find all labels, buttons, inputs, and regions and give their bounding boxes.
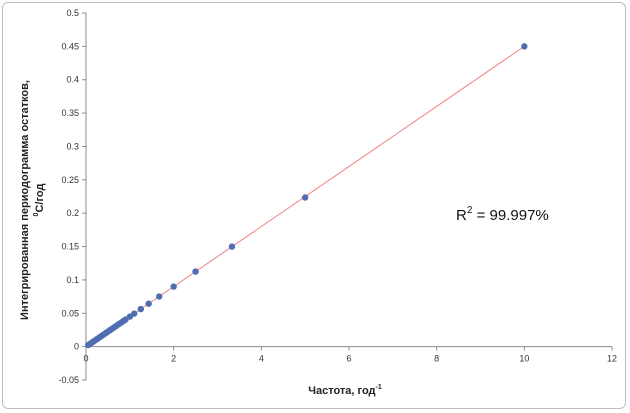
data-point — [156, 293, 163, 300]
y-tick-label: 0.3 — [66, 141, 79, 151]
r-squared-annotation: R2 = 99.997% — [456, 205, 549, 224]
y-axis-title-line2: 0C/год — [33, 184, 46, 217]
data-point — [301, 194, 309, 201]
y-tick-label: 0.35 — [61, 108, 79, 118]
y-tick-label: 0.45 — [61, 41, 79, 51]
tick-labels: -0.05 0 0.05 0.1 0.15 0.2 0.25 0.3 0.35 0.4 0.45 0.… — [58, 8, 617, 385]
y-tick-label: 0.15 — [61, 242, 79, 252]
x-tick-label: 10 — [519, 354, 529, 364]
x-tick-label: 4 — [259, 354, 264, 364]
y-tick-label: -0.05 — [58, 375, 79, 385]
x-tick-label: 8 — [434, 354, 439, 364]
data-point — [192, 268, 199, 275]
data-point — [521, 43, 528, 50]
y-tick-label: 0.25 — [61, 175, 79, 185]
y-tick-label: 0.4 — [66, 75, 79, 85]
y-tick-label: 0.1 — [66, 275, 79, 285]
data-points — [84, 43, 528, 349]
y-tick-label: 0.05 — [61, 308, 79, 318]
chart-frame — [2, 2, 626, 409]
x-axis-title: Частота, год-1 — [308, 384, 382, 397]
data-point — [145, 300, 152, 307]
axes — [82, 12, 613, 381]
data-point — [137, 305, 144, 313]
y-axis-title: Интегрированная периодограмма остатков, … — [19, 80, 46, 320]
data-point — [228, 243, 236, 250]
y-tick-label: 0.5 — [66, 8, 79, 18]
data-point — [131, 310, 138, 317]
y-tick-label: 0 — [74, 342, 79, 352]
data-point — [170, 283, 177, 290]
y-tick-label: 0.2 — [66, 208, 79, 218]
x-tick-label: 0 — [83, 354, 88, 364]
x-tick-label: 12 — [607, 354, 617, 364]
x-tick-label: 6 — [346, 354, 351, 364]
y-axis-title-line1: Интегрированная периодограмма остатков, — [19, 80, 31, 320]
x-tick-label: 2 — [171, 354, 176, 364]
